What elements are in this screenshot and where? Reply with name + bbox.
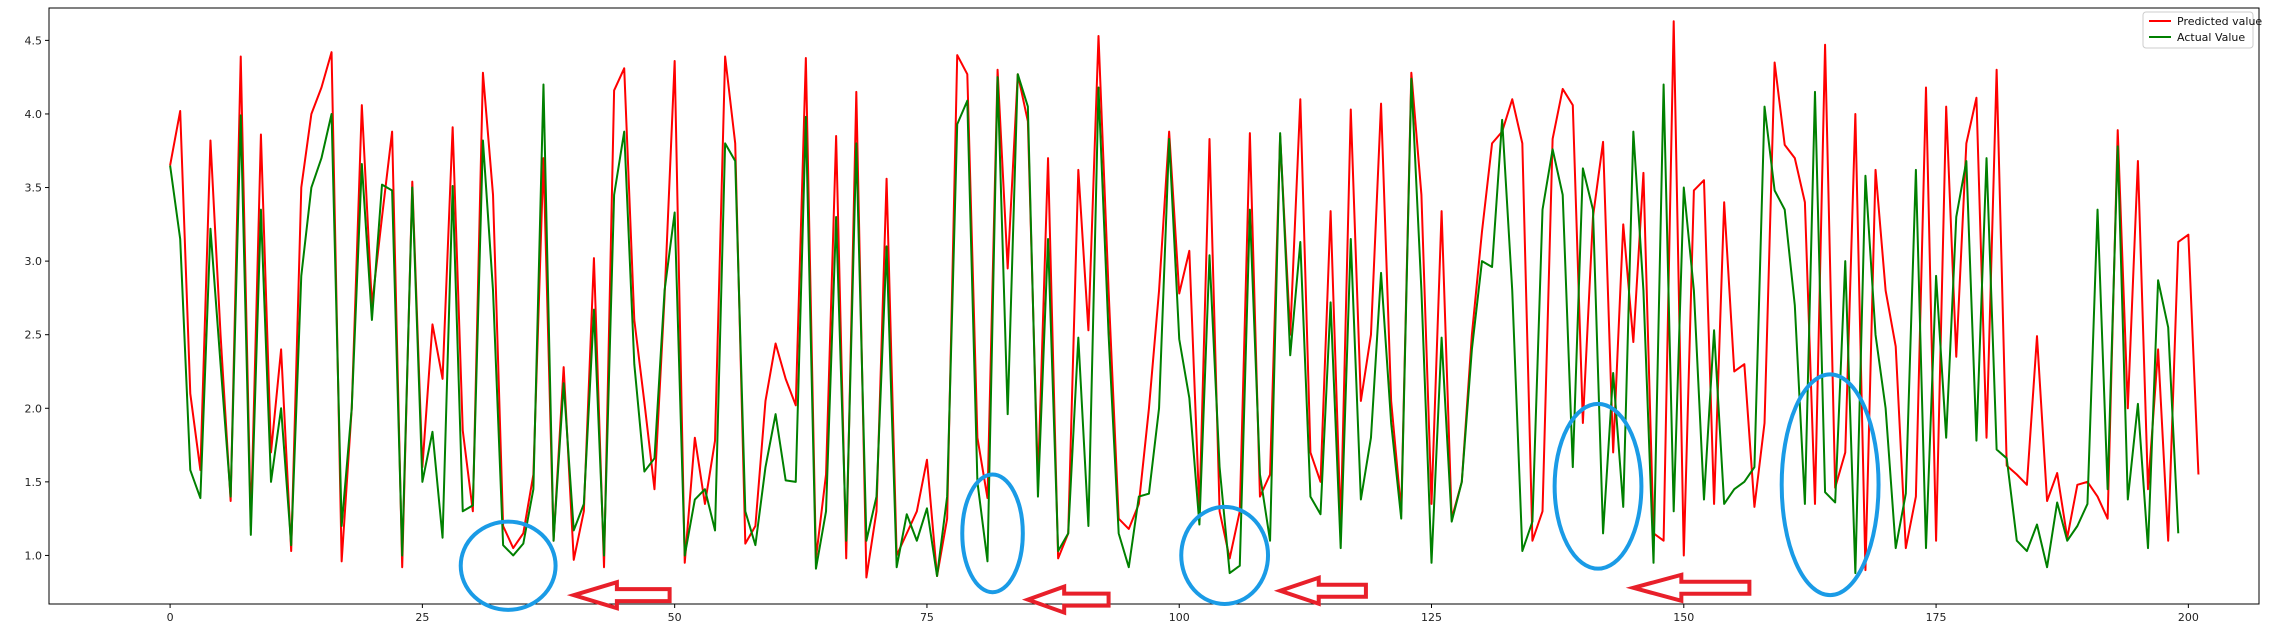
x-tick-label: 25 bbox=[415, 611, 429, 624]
highlight-ellipse bbox=[458, 519, 558, 612]
red-arrow-annotation bbox=[1021, 583, 1111, 616]
highlight-ellipse bbox=[960, 472, 1025, 595]
highlight-ellipse bbox=[1552, 401, 1644, 571]
actual-value-line bbox=[169, 73, 2180, 578]
red-arrow-annotation bbox=[1625, 572, 1752, 604]
annotations bbox=[458, 372, 1881, 616]
y-tick-label: 1.0 bbox=[25, 549, 43, 562]
red-arrow-annotation bbox=[566, 579, 672, 611]
x-tick-label: 175 bbox=[1926, 611, 1947, 624]
x-tick-label: 200 bbox=[2178, 611, 2199, 624]
x-tick-label: 150 bbox=[1673, 611, 1694, 624]
x-tick-label: 0 bbox=[167, 611, 174, 624]
y-tick-label: 2.5 bbox=[25, 329, 43, 342]
highlight-ellipse bbox=[1779, 372, 1881, 598]
legend-label-predicted: Predicted value bbox=[2177, 15, 2262, 28]
y-tick-label: 2.0 bbox=[25, 402, 43, 415]
y-tick-label: 3.0 bbox=[25, 255, 43, 268]
red-arrow-annotation bbox=[1273, 574, 1368, 607]
x-tick-label: 100 bbox=[1169, 611, 1190, 624]
y-axis: 1.0 1.5 2.0 2.5 3.0 3.5 4.0 4.5 bbox=[25, 34, 49, 562]
highlight-ellipse bbox=[1179, 504, 1271, 606]
series-lines bbox=[169, 20, 2200, 579]
x-tick-label: 50 bbox=[668, 611, 682, 624]
x-tick-label: 75 bbox=[920, 611, 934, 624]
legend: Predicted value Actual Value bbox=[2142, 11, 2262, 49]
legend-label-actual: Actual Value bbox=[2177, 31, 2245, 44]
x-axis: 0 25 50 75 100 125 150 175 200 bbox=[167, 604, 2199, 624]
y-tick-label: 1.5 bbox=[25, 476, 43, 489]
x-tick-label: 125 bbox=[1421, 611, 1442, 624]
y-tick-label: 4.0 bbox=[25, 108, 43, 121]
y-tick-label: 3.5 bbox=[25, 182, 43, 195]
y-tick-label: 4.5 bbox=[25, 34, 43, 47]
